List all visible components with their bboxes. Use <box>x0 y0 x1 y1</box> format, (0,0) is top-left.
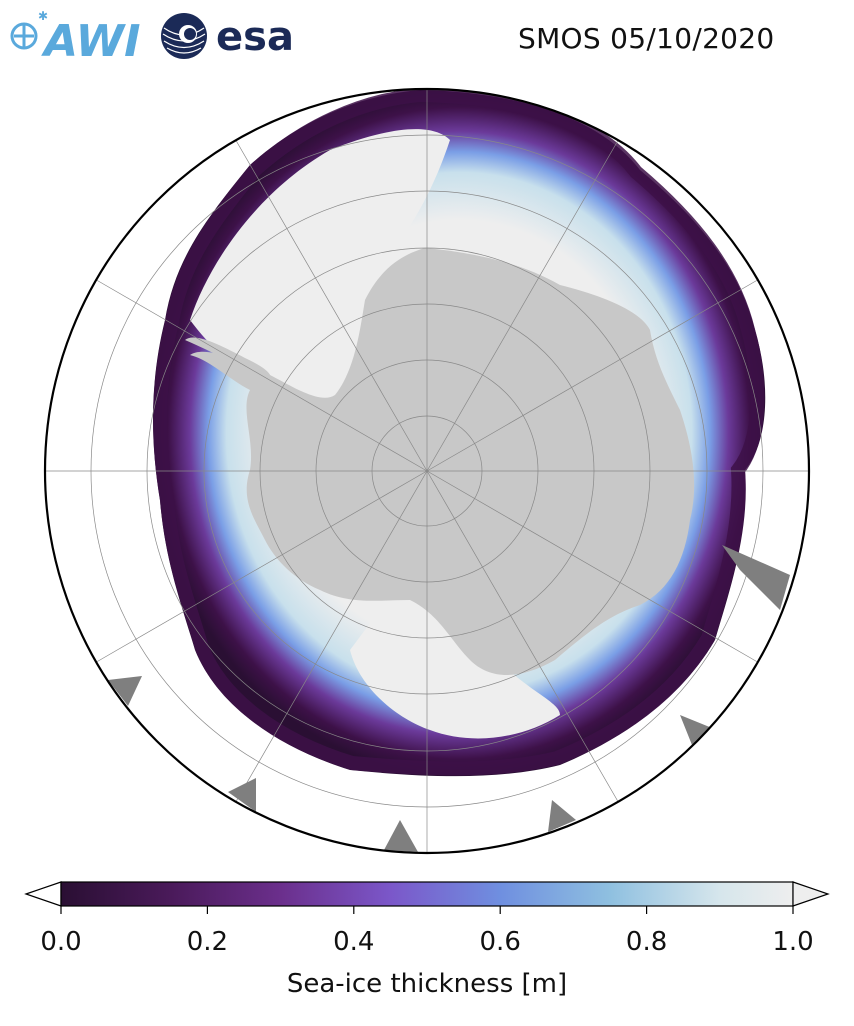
colorbar-extend-max <box>792 881 830 907</box>
ross-sea-ice <box>350 606 560 739</box>
distant-land <box>108 545 790 852</box>
map-boundary <box>43 87 811 855</box>
colorbar-tick-label: 0.2 <box>187 927 228 957</box>
esa-globe-icon <box>161 13 207 59</box>
map-title: SMOS 05/10/2020 <box>518 22 775 55</box>
colorbar-label: Sea-ice thickness [m] <box>287 969 567 999</box>
antarctic-peninsula <box>185 337 272 382</box>
colorbar-tick-label: 0.0 <box>40 927 81 957</box>
colorbar-tick-label: 0.4 <box>333 927 374 957</box>
colorbar-tick-label: 0.6 <box>480 927 521 957</box>
esa-logo: esa <box>161 13 294 60</box>
colorbar-gradient <box>60 881 794 907</box>
colorbar-tick-label: 0.8 <box>626 927 667 957</box>
svg-text:✱: ✱ <box>38 9 48 23</box>
colorbar-tick-label: 1.0 <box>772 927 813 957</box>
colorbar-extend-min <box>24 881 62 907</box>
antarctica-land <box>190 248 695 675</box>
awi-logo: ✱ AWI <box>10 9 141 62</box>
antarctic-map <box>43 87 811 855</box>
weddell-sea-ice <box>190 129 450 380</box>
esa-logo-text: esa <box>216 14 294 60</box>
colorbar-ticks: 0.0 0.2 0.4 0.6 0.8 1.0 <box>40 906 814 957</box>
awi-logo-text: AWI <box>41 16 141 62</box>
thin-ice-rim <box>153 89 765 776</box>
longitude-gridlines <box>45 89 809 853</box>
